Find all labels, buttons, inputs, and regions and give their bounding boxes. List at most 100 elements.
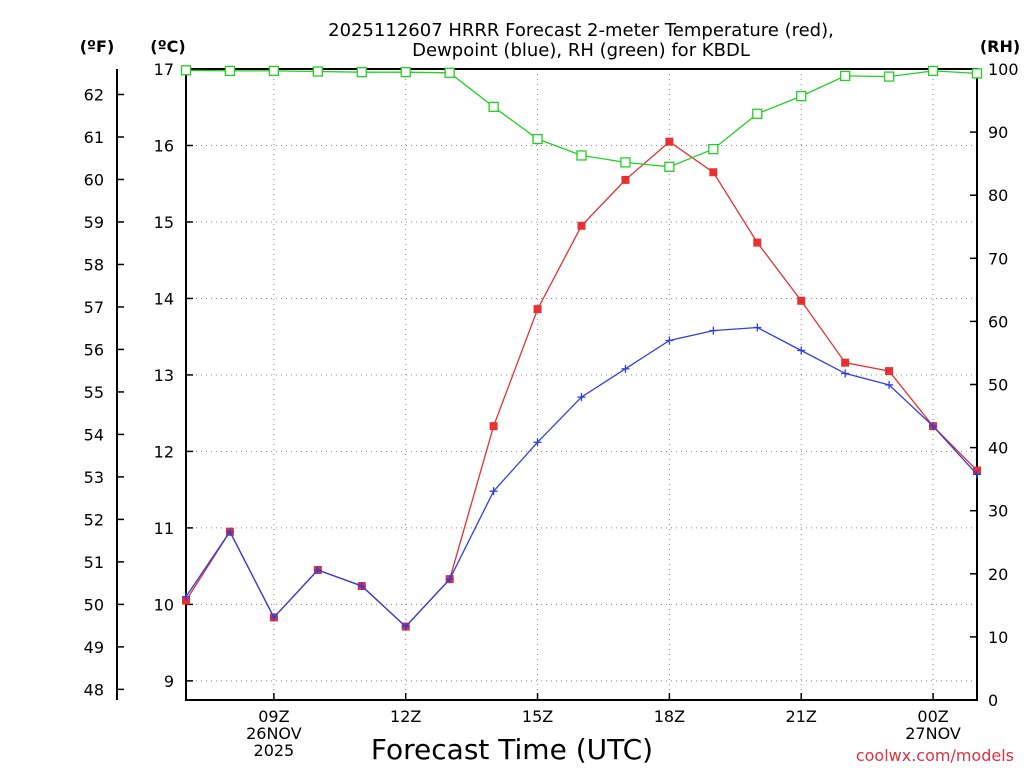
rh-marker <box>620 157 631 168</box>
fahrenheit-tick-label: 52 <box>84 510 104 529</box>
rh-marker <box>752 108 763 119</box>
rh-marker <box>444 67 455 78</box>
rh-marker <box>664 161 675 172</box>
dewpoint-marker <box>841 369 850 378</box>
dewpoint-marker <box>577 393 586 402</box>
dewpoint-marker <box>665 336 674 345</box>
fahrenheit-tick-label: 61 <box>84 128 104 147</box>
series-dewpoint <box>182 323 981 631</box>
rh-tick-label: 60 <box>988 312 1008 331</box>
rh-marker <box>576 150 587 161</box>
x-axis-label: Forecast Time (UTC) <box>371 733 653 766</box>
fahrenheit-tick-label: 53 <box>84 468 104 487</box>
rh-tick-label: 0 <box>988 691 998 710</box>
dewpoint-marker <box>269 613 278 622</box>
dewpoint-marker <box>797 346 806 355</box>
celsius-tick-label: 13 <box>154 366 174 385</box>
fahrenheit-tick-label: 60 <box>84 170 104 189</box>
temperature-marker <box>885 367 894 376</box>
dewpoint-marker <box>313 565 322 574</box>
rh-marker <box>971 68 983 79</box>
x-tick-label: 27NOV <box>905 724 961 743</box>
dewpoint-marker <box>182 592 190 601</box>
dewpoint-line <box>185 326 978 628</box>
x-tick-label: 18Z <box>654 707 685 726</box>
temperature-marker <box>709 168 718 177</box>
rh-marker <box>400 67 411 78</box>
dewpoint-marker <box>401 622 410 631</box>
rh-marker <box>708 143 719 155</box>
tick-labels: 48 49 50 51 52 53 54 55 56 57 58 59 60 61 62 9 10 11 12 13 1… <box>84 60 1019 760</box>
rh-marker <box>312 66 323 77</box>
x-tick-label: 2025 <box>254 741 295 760</box>
rh-tick-label: 40 <box>988 439 1008 458</box>
rh-tick-label: 20 <box>988 565 1008 584</box>
fahrenheit-tick-label: 51 <box>84 553 104 572</box>
celsius-tick-label: 14 <box>154 289 174 308</box>
rh-tick-label: 30 <box>988 502 1008 521</box>
celsius-tick-label: 12 <box>154 442 174 461</box>
temperature-line <box>185 140 978 628</box>
fahrenheit-tick-label: 54 <box>84 425 104 444</box>
dewpoint-marker <box>885 380 894 389</box>
source-credit: coolwx.com/models <box>856 746 1014 765</box>
rh-marker <box>796 90 807 102</box>
dewpoint-marker <box>489 487 498 496</box>
temperature-marker <box>753 238 762 247</box>
celsius-tick-label: 10 <box>154 595 174 614</box>
dewpoint-marker <box>357 582 366 591</box>
chart-title-line2: Dewpoint (blue), RH (green) for KBDL <box>412 40 750 61</box>
rh-tick-label: 10 <box>988 628 1008 647</box>
rh-marker <box>883 71 895 82</box>
rh-tick-label: 80 <box>988 186 1008 205</box>
fahrenheit-tick-label: 50 <box>84 595 104 614</box>
x-tick-label: 09Z <box>258 707 289 726</box>
temperature-marker <box>621 175 630 184</box>
dewpoint-marker <box>973 470 981 479</box>
temperature-marker <box>797 296 806 305</box>
rh-marker <box>927 65 939 77</box>
temperature-marker <box>841 358 850 367</box>
series-temperature <box>182 137 981 631</box>
dewpoint-marker <box>621 364 630 373</box>
dewpoint-marker <box>225 527 234 536</box>
unit-rh-label: (RH) <box>980 37 1020 56</box>
fahrenheit-tick-label: 56 <box>84 340 104 359</box>
dewpoint-marker <box>929 422 938 431</box>
fahrenheit-tick-label: 55 <box>84 383 104 402</box>
unit-celsius-label: (ºC) <box>150 37 185 56</box>
celsius-tick-label: 11 <box>154 519 174 538</box>
x-tick-label: 12Z <box>390 707 421 726</box>
rh-marker <box>224 65 236 77</box>
temperature-marker <box>577 221 586 230</box>
celsius-tick-label: 16 <box>154 136 174 155</box>
dewpoint-marker <box>445 575 454 584</box>
plot-frame <box>185 68 978 701</box>
rh-tick-label: 100 <box>988 60 1019 79</box>
series-layer <box>180 65 983 631</box>
rh-marker <box>356 67 367 78</box>
celsius-tick-label: 17 <box>154 60 174 79</box>
chart-title-line1: 2025112607 HRRR Forecast 2-meter Tempera… <box>328 20 834 41</box>
fahrenheit-tick-label: 59 <box>84 213 104 232</box>
temperature-marker <box>665 137 674 146</box>
fahrenheit-tick-label: 48 <box>84 680 104 699</box>
dewpoint-marker <box>533 438 542 447</box>
dewpoint-marker <box>753 323 762 332</box>
unit-fahrenheit-label: (ºF) <box>80 37 115 56</box>
celsius-tick-label: 15 <box>154 213 174 232</box>
rh-marker <box>840 70 851 82</box>
x-tick-label: 00Z <box>917 707 948 726</box>
temperature-marker <box>489 422 498 431</box>
rh-tick-label: 70 <box>988 249 1008 268</box>
rh-marker <box>180 65 192 76</box>
dewpoint-marker <box>709 326 718 335</box>
rh-tick-label: 90 <box>988 123 1008 142</box>
rh-tick-label: 50 <box>988 376 1008 395</box>
fahrenheit-tick-label: 57 <box>84 298 104 317</box>
fahrenheit-tick-label: 49 <box>84 638 104 657</box>
fahrenheit-tick-label: 58 <box>84 255 104 274</box>
grid <box>186 68 977 700</box>
celsius-tick-label: 9 <box>164 672 174 691</box>
